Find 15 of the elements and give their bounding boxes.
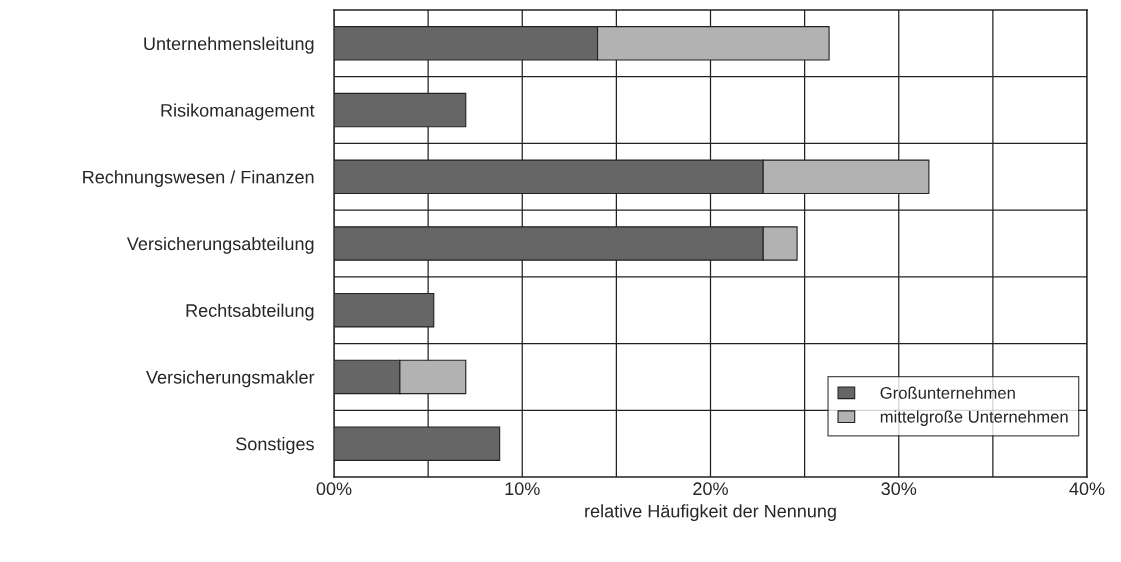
y-tick-label: Rechnungswesen / Finanzen xyxy=(83,170,314,188)
x-tick-label: 30% xyxy=(881,482,917,496)
y-tick-label: Versicherungsmakler xyxy=(146,370,315,388)
y-tick-label: Rechtsabteilung xyxy=(186,303,314,321)
x-tick-label: 00% xyxy=(316,482,352,496)
legend-label: Großunternehmen xyxy=(880,386,1015,399)
x-tick-label: 10% xyxy=(505,482,540,496)
x-tick-label: 20% xyxy=(693,482,728,496)
x-axis-title: relative Häufigkeit der Nennung xyxy=(585,504,836,522)
y-tick-label: Unternehmensleitung xyxy=(144,36,314,54)
legend-label: mittelgroße Unternehmen xyxy=(880,410,1068,426)
x-tick-label: 40% xyxy=(1069,482,1105,496)
y-tick-label: Versicherungsabteilung xyxy=(126,236,314,254)
y-tick-label: Sonstiges xyxy=(236,437,314,454)
y-tick-label: Risikomanagement xyxy=(161,103,315,121)
